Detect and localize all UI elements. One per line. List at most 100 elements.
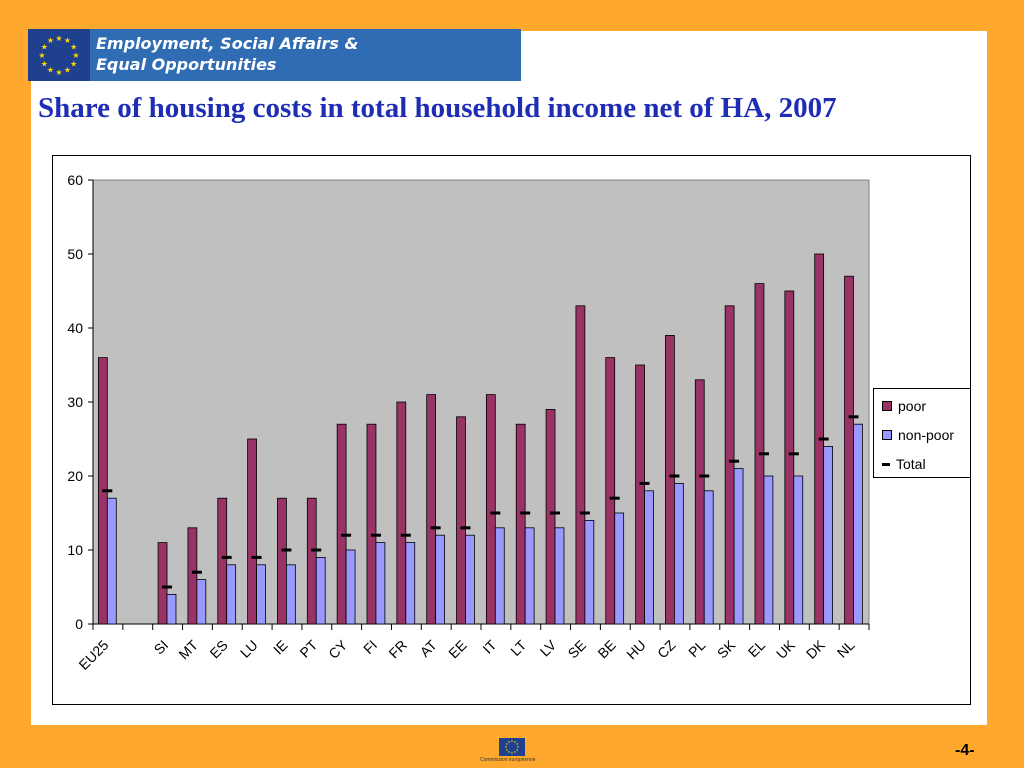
marker-total (729, 459, 740, 463)
x-tick-label: ES (206, 637, 231, 662)
bar-nonpoor (405, 542, 416, 625)
x-tick-label: FI (360, 637, 380, 657)
bar-nonpoor (435, 534, 445, 625)
legend-label-poor: poor (898, 398, 927, 414)
banner-line-2: Equal Opportunities (96, 55, 277, 74)
flag-star-icon: ★ (511, 751, 514, 755)
legend-marker-total (882, 462, 890, 466)
bar-poor (515, 423, 526, 625)
flag-star-icon: ★ (511, 739, 514, 743)
bar-poor (694, 379, 705, 625)
marker-total (460, 526, 471, 530)
bar-nonpoor (733, 468, 744, 625)
flag-star-icon: ★ (47, 66, 54, 75)
marker-total (341, 533, 352, 537)
y-tick-label: 30 (67, 394, 83, 410)
flag-star-icon: ★ (47, 36, 54, 45)
marker-total (281, 548, 292, 552)
bar-nonpoor (375, 542, 386, 625)
marker-total (251, 555, 262, 559)
bar-nonpoor (494, 527, 505, 625)
flag-star-icon: ★ (517, 745, 520, 749)
flag-star-icon: ★ (508, 740, 511, 744)
marker-total (669, 474, 680, 478)
bar-nonpoor (345, 549, 356, 625)
x-tick-label: PT (296, 636, 320, 660)
x-tick-label: FR (385, 637, 410, 662)
marker-total (221, 555, 232, 559)
bar-poor (247, 438, 257, 625)
x-tick-label: LT (507, 637, 529, 659)
bar-poor (456, 416, 466, 625)
bar-poor (336, 423, 347, 625)
flag-star-icon: ★ (505, 748, 508, 752)
x-tick-label: SI (151, 637, 172, 658)
bar-nonpoor (793, 475, 804, 625)
marker-total (191, 570, 202, 574)
y-tick-label: 0 (75, 616, 83, 632)
x-tick-label: AT (417, 636, 441, 660)
legend-swatch-poor (882, 401, 892, 411)
flag-star-icon: ★ (516, 742, 519, 746)
bar-poor (217, 497, 228, 625)
bar-nonpoor (823, 445, 833, 625)
banner-line-1: Employment, Social Affairs & (96, 34, 359, 53)
slide-title: Share of housing costs in total househol… (38, 92, 837, 124)
x-tick-label: EU25 (75, 637, 111, 673)
x-tick-label: BE (594, 637, 619, 662)
bar-poor (396, 401, 407, 625)
flag-star-icon: ★ (70, 42, 77, 51)
bar-nonpoor (644, 490, 654, 625)
marker-total (430, 526, 441, 530)
marker-total (400, 533, 411, 537)
flag-star-icon: ★ (70, 59, 77, 68)
legend-label-total: Total (896, 456, 926, 472)
marker-total (370, 533, 381, 537)
page-number: -4- (955, 742, 975, 759)
bar-poor (485, 394, 496, 625)
bar-poor (844, 275, 854, 625)
x-tick-label: IT (479, 636, 499, 656)
x-tick-label: EL (745, 637, 769, 661)
bar-chart: 0 10 20 30 40 50 60 EU25 SI MT ES LU IE PT CY FI FR AT EE I… (67, 172, 870, 673)
bar-nonpoor (226, 564, 237, 625)
bar-nonpoor (465, 534, 475, 625)
x-tick-label: MT (175, 636, 201, 662)
flag-star-icon: ★ (55, 68, 62, 77)
bar-nonpoor (166, 593, 177, 625)
eu-flag-icon: ★ ★ ★ ★ ★ ★ ★ ★ ★ ★ ★ ★ (28, 29, 90, 81)
flag-star-icon: ★ (505, 742, 508, 746)
flag-star-icon: ★ (508, 750, 511, 754)
bar-nonpoor (763, 475, 774, 625)
x-tick-label: SE (565, 637, 590, 662)
x-tick-label: DK (803, 636, 829, 662)
bar-nonpoor (315, 556, 326, 625)
x-tick-label: LV (537, 636, 560, 659)
marker-total (639, 481, 650, 485)
x-tick-label: CY (325, 636, 351, 662)
plot-area (92, 179, 870, 625)
x-tick-label: IE (270, 637, 291, 658)
bar-poor (605, 357, 616, 625)
bar-poor (187, 527, 198, 625)
bar-poor (545, 408, 556, 625)
dg-banner: ★ ★ ★ ★ ★ ★ ★ ★ ★ ★ ★ ★ Employment, Social Affairs … (28, 29, 521, 81)
y-tick-label: 20 (67, 468, 83, 484)
marker-total (311, 548, 322, 552)
flag-star-icon: ★ (514, 740, 517, 744)
bar-poor (277, 497, 287, 625)
banner-text: Employment, Social Affairs & Equal Oppor… (96, 33, 358, 75)
bar-nonpoor (674, 482, 684, 625)
flag-star-icon: ★ (64, 36, 71, 45)
legend-swatch-nonpoor (882, 430, 892, 440)
legend-item-poor: poor (882, 397, 926, 415)
bar-nonpoor (196, 579, 207, 625)
y-tick-label: 50 (67, 246, 83, 262)
x-tick-label: EE (445, 637, 470, 662)
marker-total (788, 452, 799, 456)
y-tick-label: 60 (67, 172, 83, 188)
bar-nonpoor (614, 512, 625, 625)
x-tick-label: SK (714, 636, 739, 661)
flag-star-icon: ★ (516, 748, 519, 752)
footer-caption: Commission européenne (480, 757, 536, 763)
